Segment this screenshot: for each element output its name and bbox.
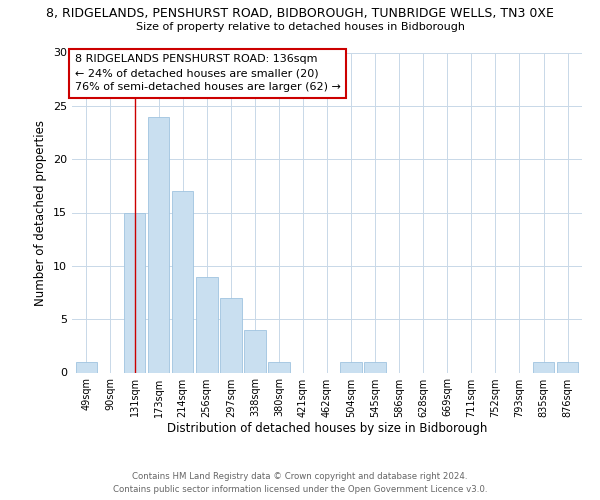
Bar	[533, 362, 554, 372]
Text: Size of property relative to detached houses in Bidborough: Size of property relative to detached ho…	[136, 22, 464, 32]
Bar	[196, 276, 218, 372]
Text: 8, RIDGELANDS, PENSHURST ROAD, BIDBOROUGH, TUNBRIDGE WELLS, TN3 0XE: 8, RIDGELANDS, PENSHURST ROAD, BIDBOROUG…	[46, 8, 554, 20]
Bar	[340, 362, 362, 372]
Bar	[220, 298, 242, 372]
Y-axis label: Number of detached properties: Number of detached properties	[34, 120, 47, 306]
Bar	[364, 362, 386, 372]
Bar	[76, 362, 97, 372]
X-axis label: Distribution of detached houses by size in Bidborough: Distribution of detached houses by size …	[167, 422, 487, 436]
Bar	[557, 362, 578, 372]
Bar	[268, 362, 290, 372]
Bar	[148, 116, 169, 372]
Text: 8 RIDGELANDS PENSHURST ROAD: 136sqm
← 24% of detached houses are smaller (20)
76: 8 RIDGELANDS PENSHURST ROAD: 136sqm ← 24…	[74, 54, 340, 92]
Bar	[172, 191, 193, 372]
Bar	[124, 212, 145, 372]
Text: Contains HM Land Registry data © Crown copyright and database right 2024.
Contai: Contains HM Land Registry data © Crown c…	[113, 472, 487, 494]
Bar	[244, 330, 266, 372]
